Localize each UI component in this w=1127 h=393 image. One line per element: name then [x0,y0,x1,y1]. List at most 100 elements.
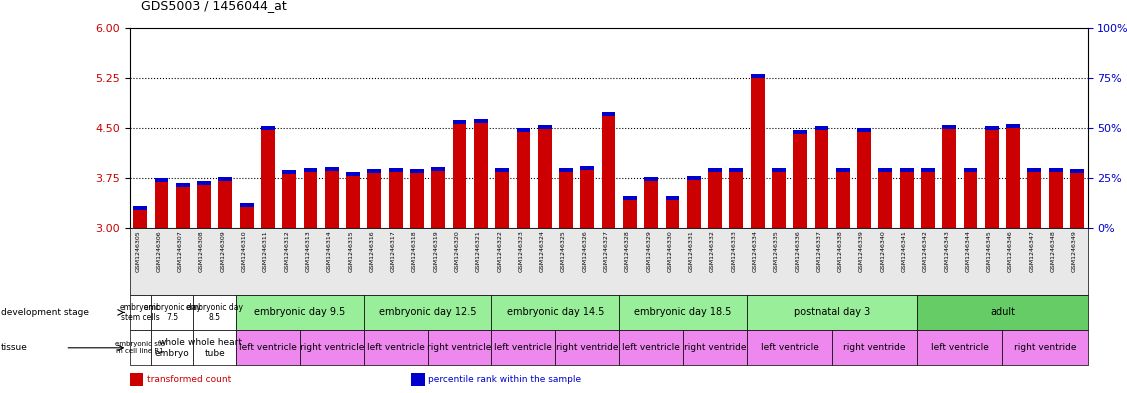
Bar [836,168,850,172]
Bar [1070,169,1084,173]
Bar [964,168,977,172]
Bar [240,207,254,228]
Bar [708,169,722,173]
Bar [729,169,743,173]
Text: GSM1246308: GSM1246308 [199,230,204,272]
Text: GSM1246314: GSM1246314 [327,230,331,272]
Bar [261,130,275,228]
Text: GDS5003 / 1456044_at: GDS5003 / 1456044_at [141,0,286,12]
Text: GSM1246338: GSM1246338 [837,230,843,272]
Bar [410,173,424,228]
Text: GSM1246311: GSM1246311 [263,230,268,272]
Bar [538,129,551,228]
Text: GSM1246310: GSM1246310 [241,230,247,272]
Text: right ventride: right ventride [556,343,619,352]
Bar [964,172,977,228]
Bar [729,173,743,228]
Text: GSM1246312: GSM1246312 [284,230,290,272]
Text: GSM1246327: GSM1246327 [604,230,609,272]
Text: adult: adult [990,307,1015,318]
Bar [1028,173,1041,228]
Text: embryonic day
7.5: embryonic day 7.5 [143,303,201,322]
Text: GSM1246317: GSM1246317 [391,230,396,272]
Text: GSM1246343: GSM1246343 [944,230,949,272]
Text: GSM1246323: GSM1246323 [518,230,523,272]
Bar [985,130,999,228]
Bar [921,173,934,228]
Bar [793,130,807,134]
Text: GSM1246313: GSM1246313 [305,230,311,272]
Bar [538,125,551,129]
Bar [878,169,893,173]
Text: embryonic day 18.5: embryonic day 18.5 [635,307,731,318]
Text: GSM1246318: GSM1246318 [412,230,417,272]
Text: embryonic day 12.5: embryonic day 12.5 [379,307,477,318]
Bar [1070,173,1084,228]
Bar [942,125,956,129]
Text: postnatal day 3: postnatal day 3 [795,307,870,318]
Bar [389,168,402,172]
Bar [858,129,871,132]
Bar [154,178,168,182]
Text: GSM1246339: GSM1246339 [859,230,864,272]
Bar [325,171,339,228]
Bar [1049,173,1063,228]
Bar [453,120,467,124]
Text: GSM1246334: GSM1246334 [753,230,757,272]
Text: GSM1246341: GSM1246341 [902,230,906,272]
Bar [367,173,381,228]
Text: GSM1246347: GSM1246347 [1029,230,1035,272]
Text: GSM1246335: GSM1246335 [774,230,779,272]
Text: GSM1246337: GSM1246337 [816,230,822,272]
Bar [878,173,893,228]
Bar [858,132,871,228]
Bar [686,180,701,228]
Text: GSM1246309: GSM1246309 [221,230,225,272]
Bar [942,129,956,228]
Bar [559,172,573,228]
Bar [474,123,488,228]
Bar [367,169,381,173]
Bar [708,173,722,228]
Text: right ventride: right ventride [684,343,746,352]
Bar [516,132,531,228]
Text: whole
embryo: whole embryo [154,338,189,358]
Text: left ventricle: left ventricle [366,343,425,352]
Bar [559,168,573,172]
Text: GSM1246315: GSM1246315 [348,230,353,272]
Text: GSM1246348: GSM1246348 [1050,230,1056,272]
Text: GSM1246320: GSM1246320 [454,230,460,272]
Bar [985,126,999,130]
Text: embryonic day 14.5: embryonic day 14.5 [507,307,604,318]
Bar [772,173,786,228]
Bar [154,182,168,228]
Bar [1006,128,1020,228]
Text: right ventride: right ventride [843,343,906,352]
Text: percentile rank within the sample: percentile rank within the sample [428,375,582,384]
Bar [197,185,211,228]
Text: GSM1246326: GSM1246326 [583,230,587,272]
Text: GSM1246330: GSM1246330 [667,230,673,272]
Text: development stage: development stage [1,308,89,317]
Bar [899,173,914,228]
Bar [261,126,275,130]
Bar [1049,169,1063,173]
Bar [815,130,828,228]
Text: GSM1246336: GSM1246336 [796,230,800,272]
Bar [495,173,509,228]
Text: GSM1246321: GSM1246321 [476,230,481,272]
Bar [602,116,615,228]
Bar [197,181,211,185]
Text: GSM1246324: GSM1246324 [540,230,544,272]
Text: GSM1246319: GSM1246319 [433,230,438,272]
Bar [645,177,658,181]
Text: left ventricle: left ventricle [761,343,818,352]
Bar [580,170,594,228]
Bar [495,169,509,173]
Text: GSM1246342: GSM1246342 [923,230,928,272]
Bar [921,169,934,173]
Bar [666,196,680,200]
Bar [432,167,445,171]
Bar [410,169,424,173]
Bar [325,167,339,171]
